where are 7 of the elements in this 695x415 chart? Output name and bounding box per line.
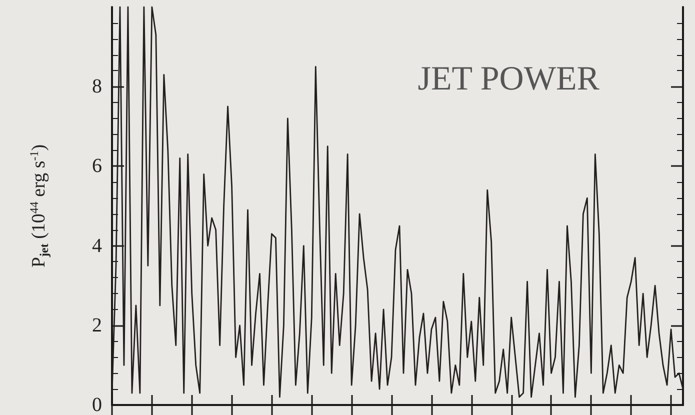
y-tick-label: 6 <box>92 155 102 178</box>
y-axis-title: Pjet (1044 erg s-1) <box>27 144 51 268</box>
y-tick-label: 2 <box>92 314 102 336</box>
y-tick-label: 8 <box>92 76 102 98</box>
y-tick-label: 0 <box>92 394 102 415</box>
y-tick-label: 4 <box>92 234 102 257</box>
annotation: JET POWER <box>418 60 600 98</box>
